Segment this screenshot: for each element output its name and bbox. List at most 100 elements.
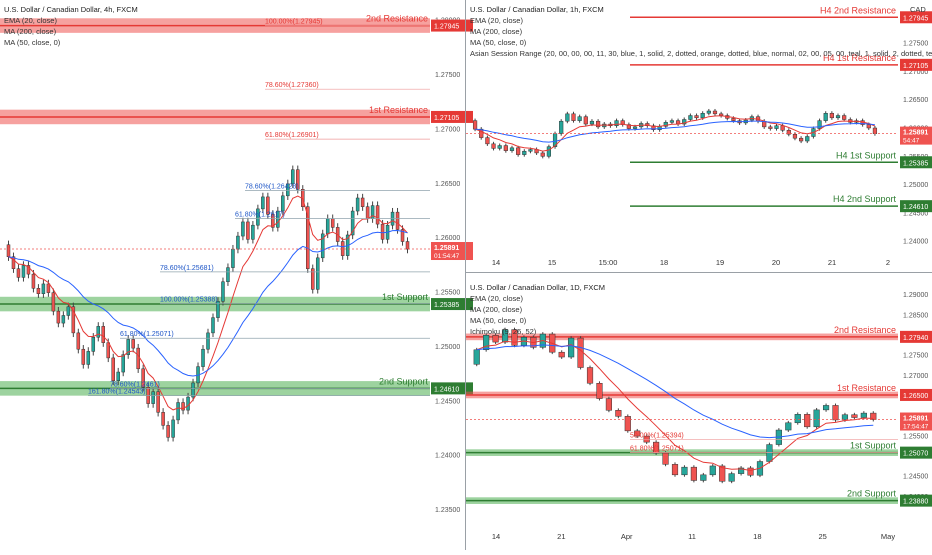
countdown-text: 17:54:47 bbox=[903, 424, 929, 431]
candle-down bbox=[624, 416, 631, 432]
level-label-4: H4 2nd Support bbox=[833, 194, 897, 204]
time-tick-label: 19 bbox=[716, 258, 724, 267]
usdcad-1h-chart[interactable]: 1.280001.275001.270001.265001.260001.255… bbox=[466, 5, 932, 267]
candle-down bbox=[156, 391, 160, 413]
level-label-2: 1st Resistance bbox=[369, 105, 428, 115]
candle-down bbox=[491, 143, 496, 149]
level-price-tag-4 bbox=[900, 494, 932, 507]
indicator-legend-1: EMA (20, close) bbox=[470, 16, 523, 25]
candle-down bbox=[872, 127, 878, 134]
candle-down bbox=[712, 110, 718, 115]
candle-up bbox=[614, 120, 619, 126]
candle-up bbox=[221, 281, 225, 302]
candle-down bbox=[360, 197, 365, 207]
plot-area bbox=[466, 16, 898, 207]
candle-down bbox=[16, 268, 21, 278]
candle-up bbox=[350, 210, 355, 236]
candle-down bbox=[731, 118, 736, 121]
level-price-tag-text-1: 1.27945 bbox=[903, 15, 928, 22]
level-price-tag-text-4: 1.24610 bbox=[903, 204, 928, 211]
level-price-tag-text-2: 1.27105 bbox=[434, 115, 459, 122]
candle-up bbox=[216, 301, 220, 318]
level-price-tag-text-4: 1.23880 bbox=[903, 499, 928, 506]
candle-up bbox=[325, 218, 330, 235]
current-price-tag bbox=[900, 126, 932, 145]
price-tick-label: 1.27000 bbox=[435, 126, 460, 133]
candle-up bbox=[61, 315, 66, 324]
candle-up bbox=[206, 332, 210, 350]
level-label-1: H4 2nd Resistance bbox=[820, 5, 896, 15]
indicator-legend-4: Ichimoku (9, 26, 52) bbox=[470, 327, 537, 336]
candle-up bbox=[126, 339, 130, 355]
candle-up bbox=[171, 419, 175, 438]
level-price-tag-4 bbox=[431, 382, 473, 395]
candle-up bbox=[281, 195, 285, 212]
candle-down bbox=[472, 120, 478, 130]
candle-down bbox=[605, 398, 612, 411]
candle-up bbox=[700, 474, 707, 481]
candle-down bbox=[571, 113, 576, 121]
candle-down bbox=[671, 464, 679, 476]
candle-down bbox=[365, 206, 370, 219]
indicator-legend-2: MA (200, close) bbox=[4, 27, 57, 36]
current-price-tag bbox=[900, 412, 932, 431]
candle-up bbox=[86, 351, 91, 365]
candle-up bbox=[728, 473, 735, 482]
candle-up bbox=[706, 110, 711, 114]
candle-down bbox=[786, 130, 791, 135]
price-tick-label: 1.24500 bbox=[903, 474, 928, 481]
candle-up bbox=[251, 224, 255, 240]
fib-label-1: 50.00%(1.25394) bbox=[630, 433, 684, 440]
candle-down bbox=[694, 115, 699, 119]
current-price-text: 1.25891 bbox=[434, 245, 459, 252]
candle-up bbox=[291, 169, 295, 185]
countdown-text: 01:54:47 bbox=[434, 253, 460, 260]
candle-down bbox=[558, 351, 565, 358]
candle-up bbox=[355, 197, 360, 212]
candle-up bbox=[256, 208, 260, 226]
candle-up bbox=[817, 120, 822, 129]
indicator-legend-1: EMA (20, close) bbox=[470, 294, 523, 303]
candle-up bbox=[766, 444, 773, 462]
candle-up bbox=[841, 414, 849, 421]
level-price-tag-text-3: 1.25070 bbox=[903, 451, 928, 458]
candle-down bbox=[51, 292, 56, 312]
candle-up bbox=[835, 115, 841, 119]
candle-up bbox=[688, 115, 693, 120]
fib-label-8: 61.80%(1.25071) bbox=[120, 331, 174, 338]
candle-down bbox=[81, 348, 86, 365]
candle-down bbox=[46, 283, 51, 293]
level-price-tag-text-3: 1.25385 bbox=[434, 302, 459, 309]
usdcad-4h-chart[interactable]: 1.280001.275001.270001.265001.260001.255… bbox=[0, 5, 473, 539]
level-price-tag-3 bbox=[431, 298, 473, 311]
candle-down bbox=[511, 329, 518, 346]
level-label-2: 1st Resistance bbox=[837, 383, 896, 393]
current-price-tag bbox=[431, 242, 473, 261]
candle-down bbox=[799, 137, 804, 142]
candle-down bbox=[596, 383, 603, 399]
candle-down bbox=[306, 206, 310, 269]
time-tick-label: 2 bbox=[886, 258, 890, 267]
fib-label-9: 78.60%(1.2461) bbox=[110, 381, 160, 388]
candle-down bbox=[485, 137, 490, 145]
fib-label-1: 100.00%(1.27945) bbox=[265, 19, 323, 26]
plot-area bbox=[466, 327, 898, 504]
candle-down bbox=[11, 256, 16, 269]
candle-down bbox=[662, 452, 669, 465]
candle-up bbox=[822, 405, 830, 411]
price-tick-label: 1.27500 bbox=[435, 72, 460, 79]
candle-up bbox=[41, 283, 46, 294]
ema-20-line bbox=[476, 339, 874, 472]
usdcad-1d-chart[interactable]: 1.290001.285001.280001.275001.270001.265… bbox=[466, 283, 932, 541]
candle-up bbox=[186, 396, 190, 411]
time-tick-label: 25 bbox=[818, 532, 826, 541]
time-tick-label: 14 bbox=[492, 532, 500, 541]
price-tick-label: 1.24000 bbox=[903, 239, 928, 246]
candle-down bbox=[596, 120, 601, 128]
price-tick-label: 1.26500 bbox=[435, 181, 460, 188]
candle-down bbox=[181, 402, 185, 411]
candle-up bbox=[813, 409, 820, 428]
level-label-4: 2nd Support bbox=[847, 489, 897, 499]
candle-up bbox=[682, 119, 687, 125]
